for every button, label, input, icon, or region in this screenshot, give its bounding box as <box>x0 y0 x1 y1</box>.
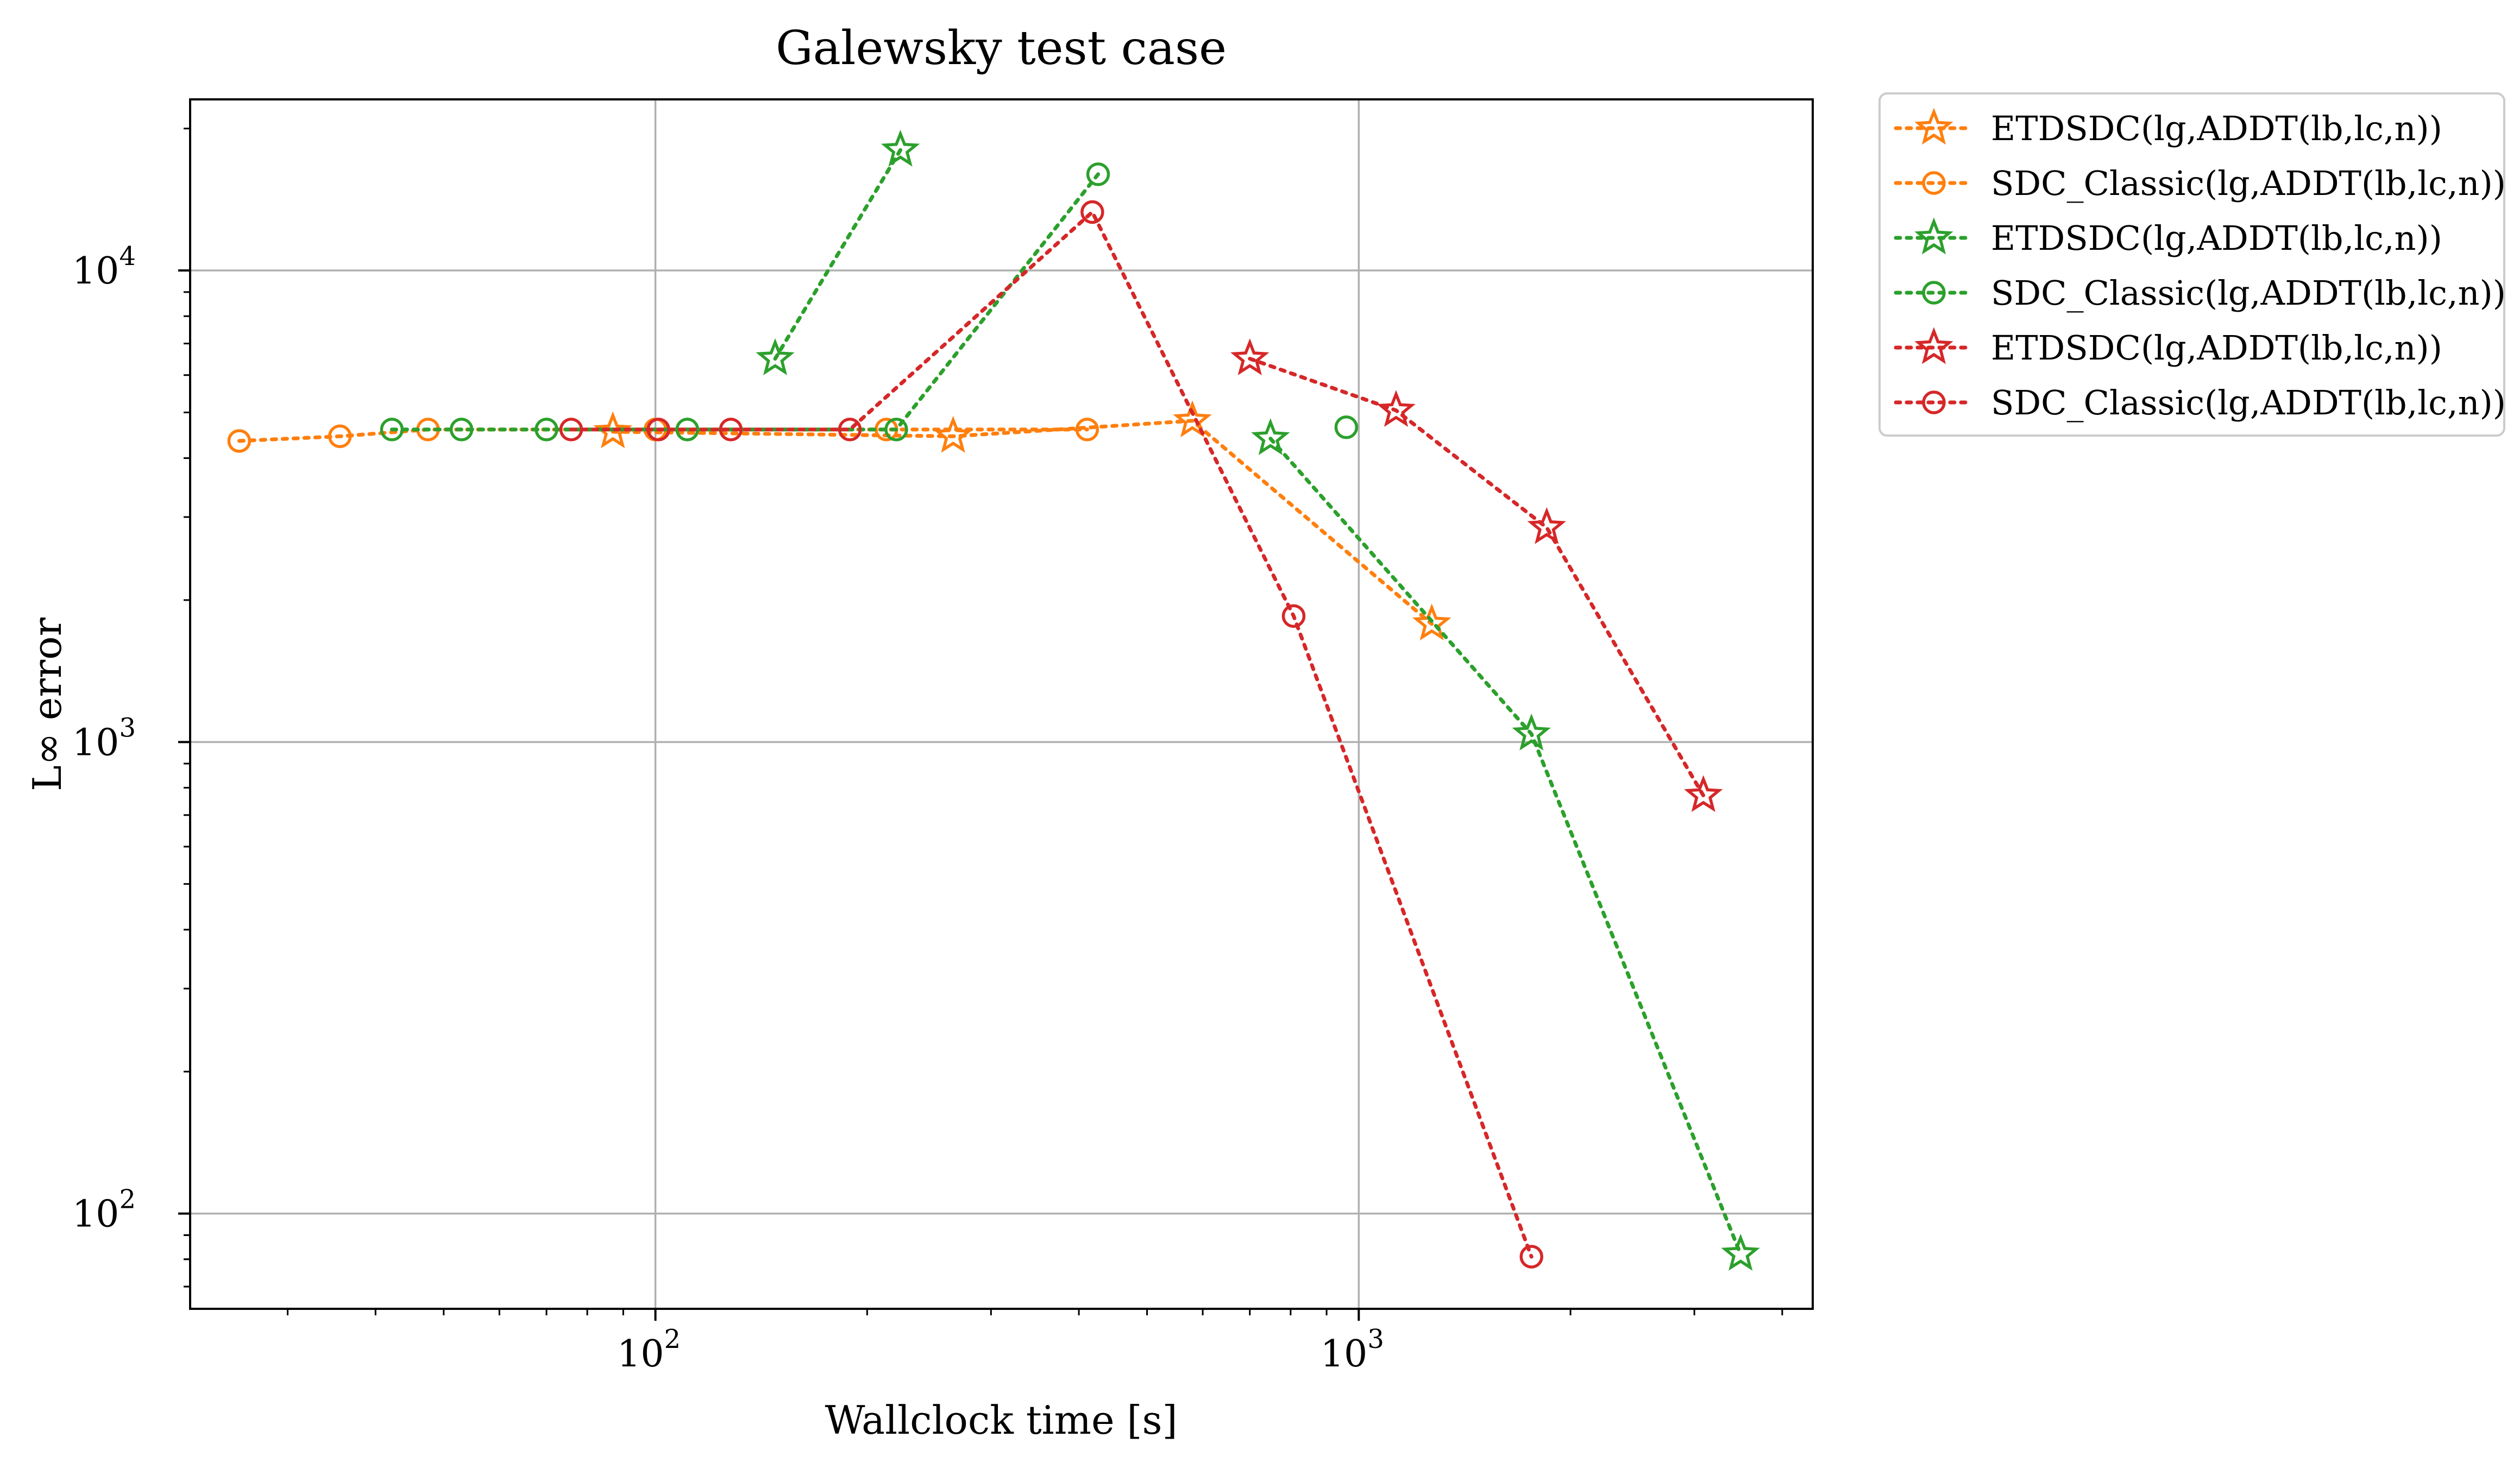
series-6 <box>1230 338 1723 812</box>
chart-title: Galewsky test case <box>776 21 1227 75</box>
series-0 <box>593 400 1451 641</box>
data-point <box>838 418 862 442</box>
data-point <box>328 424 352 449</box>
legend-frame <box>1878 92 2505 437</box>
data-point <box>1230 338 1270 375</box>
legend-entry: SDC_Classic(lg,ADDT(lb,lc,n)) <box>1894 163 2506 203</box>
y-tick-label: 102 <box>72 1184 136 1236</box>
legend-label: ETDSDC(lg,ADDT(lb,lc,n)) <box>1991 328 2442 368</box>
legend-entry: ETDSDC(lg,ADDT(lb,lc,n)) <box>1894 327 2442 368</box>
x-tick-label: 102 <box>617 1324 681 1376</box>
data-point <box>559 418 583 442</box>
x-axis-label: Wallclock time [s] <box>825 1397 1177 1443</box>
data-point <box>1251 418 1290 455</box>
y-tick-label: 104 <box>72 241 136 293</box>
data-point <box>1173 400 1212 438</box>
legend-marker <box>1914 327 1953 364</box>
y-axis-ticks: 102 103 104 <box>72 241 190 1236</box>
series-line <box>611 419 1434 626</box>
x-axis-ticks: 102 103 <box>617 1309 1384 1376</box>
data-point <box>1527 507 1566 544</box>
data-point <box>1512 713 1551 751</box>
legend-label: SDC_Classic(lg,ADDT(lb,lc,n)) <box>1991 383 2506 423</box>
grid <box>190 99 1813 1309</box>
legend-entry: SDC_Classic(lg,ADDT(lb,lc,n)) <box>1894 273 2506 313</box>
series-line <box>773 148 902 361</box>
series-line <box>1248 357 1706 798</box>
legend-label: SDC_Classic(lg,ADDT(lb,lc,n)) <box>1991 163 2506 203</box>
legend: ETDSDC(lg,ADDT(lb,lc,n)) SDC_Classic(lg,A… <box>1878 92 2506 437</box>
axes-frame <box>189 98 1814 1310</box>
data-point <box>1684 775 1723 812</box>
data-point <box>227 429 252 453</box>
x-tick-label: 103 <box>1321 1324 1384 1376</box>
legend-label: ETDSDC(lg,ADDT(lb,lc,n)) <box>1991 218 2442 258</box>
legend-marker <box>1922 390 1946 414</box>
data-point <box>1334 415 1359 439</box>
legend-entry: ETDSDC(lg,ADDT(lb,lc,n)) <box>1894 108 2442 148</box>
series-line <box>569 209 1534 1259</box>
data-point <box>675 418 699 442</box>
legend-entries: ETDSDC(lg,ADDT(lb,lc,n)) SDC_Classic(lg,A… <box>1894 108 2506 423</box>
data-point <box>1412 603 1451 641</box>
y-tick-label: 103 <box>72 713 136 764</box>
series-line <box>1268 437 1743 1256</box>
legend-marker <box>1914 217 1953 255</box>
data-point <box>1080 200 1104 224</box>
series-3 <box>380 162 1110 442</box>
data-point <box>1377 390 1416 427</box>
data-point <box>449 418 474 442</box>
legend-marker <box>1922 281 1946 305</box>
data-point <box>933 415 973 453</box>
data-point <box>884 418 908 442</box>
series-line <box>237 427 1089 443</box>
legend-entry: SDC_Classic(lg,ADDT(lb,lc,n)) <box>1894 383 2506 423</box>
series-5 <box>1334 415 1359 439</box>
series-7 <box>559 200 1543 1269</box>
legend-label: ETDSDC(lg,ADDT(lb,lc,n)) <box>1991 109 2442 148</box>
legend-entry: ETDSDC(lg,ADDT(lb,lc,n)) <box>1894 217 2442 258</box>
data-point <box>535 418 558 442</box>
y-axis-label: L∞ error <box>24 617 70 791</box>
data-point <box>756 338 795 375</box>
data-point <box>1519 1245 1543 1269</box>
data-point <box>646 418 670 442</box>
data-point <box>1075 418 1099 442</box>
legend-marker <box>1914 108 1953 145</box>
data-point <box>881 129 920 167</box>
data-point <box>1281 604 1306 628</box>
series-layer <box>227 129 1760 1271</box>
data-point <box>380 418 404 442</box>
data-point <box>593 411 632 449</box>
series-4 <box>1251 418 1760 1271</box>
data-point <box>719 418 743 442</box>
data-point <box>1086 162 1110 186</box>
legend-marker <box>1922 171 1946 195</box>
series-2 <box>756 129 920 375</box>
data-point <box>1721 1233 1760 1271</box>
legend-label: SDC_Classic(lg,ADDT(lb,lc,n)) <box>1991 273 2506 313</box>
